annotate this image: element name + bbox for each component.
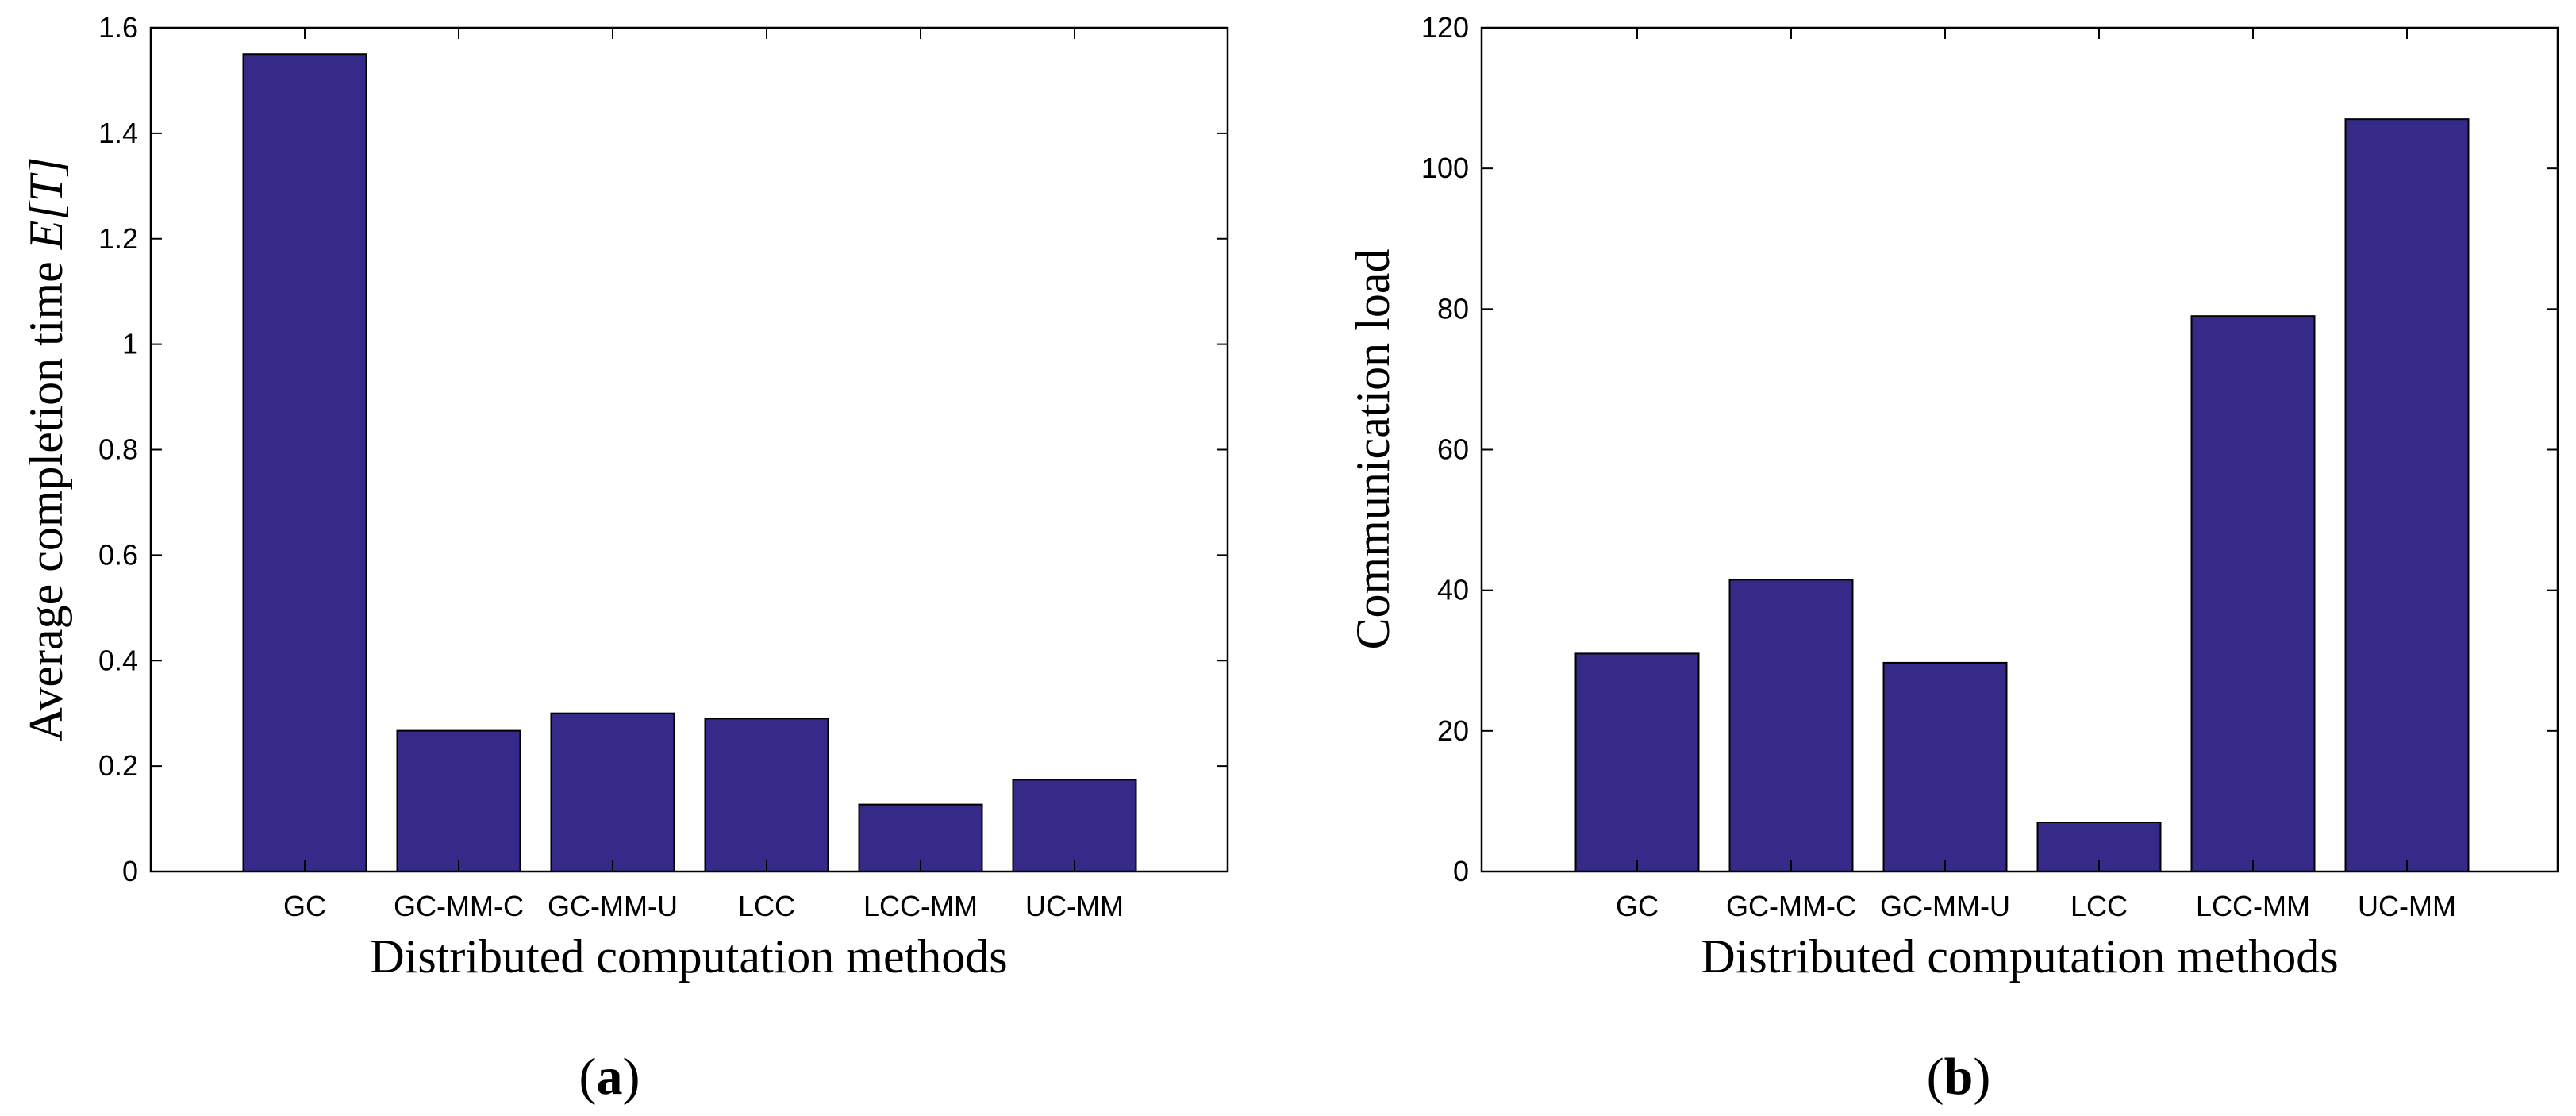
chart-b-x-tick-label: LCC bbox=[2070, 890, 2128, 922]
chart-a-y-axis-title-text: Average completion time bbox=[20, 249, 72, 741]
panel-label-b: (b) bbox=[1927, 1048, 1991, 1106]
chart-b-x-axis-title: Distributed computation methods bbox=[1701, 930, 2338, 983]
chart-a-y-tick-label: 0.2 bbox=[98, 749, 138, 782]
chart-a-y-tick-label: 1.2 bbox=[98, 222, 138, 255]
chart-b-y-axis-title: Communication load bbox=[1347, 249, 1399, 650]
chart-b-y-tick-label: 0 bbox=[1453, 855, 1469, 887]
chart-a-y-tick-label: 0.6 bbox=[98, 538, 138, 571]
chart-b-plot-frame bbox=[1480, 26, 2559, 873]
panel-label-a-letter: a bbox=[597, 1048, 623, 1106]
chart-b-x-tick-label: GC-MM-C bbox=[1726, 890, 1856, 922]
chart-b-x-tick-label: GC-MM-U bbox=[1880, 890, 2010, 922]
chart-b-y-tick-label: 80 bbox=[1437, 292, 1469, 325]
chart-b-y-tick-label: 20 bbox=[1437, 714, 1469, 747]
chart-b: GC GC-MM-C GC-MM-U LCC LCC-MM UC-MM 0 20 40 60 80 1… bbox=[1347, 11, 2559, 1106]
chart-a-bar-gc-mm-u bbox=[550, 712, 675, 872]
chart-b-y-tick-label: 120 bbox=[1421, 11, 1469, 44]
chart-b-x-tick-label: GC bbox=[1616, 890, 1659, 922]
chart-b-bar-lcc-mm bbox=[2190, 315, 2316, 873]
panel-label-a: (a) bbox=[579, 1048, 640, 1106]
chart-a-x-tick-label: GC-MM-C bbox=[394, 890, 524, 922]
chart-a-y-tick-label: 0 bbox=[122, 855, 138, 887]
chart-a-y-tick-label: 1.4 bbox=[98, 117, 138, 149]
chart-b-y-tick-label: 40 bbox=[1437, 574, 1469, 606]
chart-a-y-tick-label: 0.4 bbox=[98, 644, 138, 676]
chart-b-y-tick-label: 100 bbox=[1421, 152, 1469, 184]
chart-b-x-tick-label: LCC-MM bbox=[2196, 890, 2310, 922]
chart-a-x-tick-label: UC-MM bbox=[1025, 890, 1124, 922]
chart-b-x-tick-label: UC-MM bbox=[2358, 890, 2456, 922]
panel-label-b-letter: b bbox=[1944, 1048, 1974, 1106]
chart-b-bar-gc bbox=[1574, 652, 1700, 872]
chart-a-bar-uc-mm bbox=[1012, 779, 1137, 872]
chart-a-x-axis-title: Distributed computation methods bbox=[370, 930, 1007, 983]
chart-a-plot-frame bbox=[149, 26, 1229, 873]
chart-a-x-tick-label: LCC bbox=[738, 890, 795, 922]
chart-a-x-tick-label: GC bbox=[283, 890, 326, 922]
chart-b-y-tick-label: 60 bbox=[1437, 433, 1469, 466]
chart-a-x-tick-label: GC-MM-U bbox=[548, 890, 678, 922]
chart-a-bar-gc bbox=[242, 53, 367, 872]
chart-a-y-tick-label: 0.8 bbox=[98, 433, 138, 466]
chart-a-y-tick-label: 1 bbox=[122, 328, 138, 360]
chart-b-bar-uc-mm bbox=[2344, 118, 2470, 873]
chart-a-y-tick-label: 1.6 bbox=[98, 11, 138, 44]
chart-b-bar-gc-mm-c bbox=[1728, 579, 1854, 872]
chart-a: GC GC-MM-C GC-MM-U LCC LCC-MM UC-MM 0 0.2 0.4 0.6… bbox=[20, 11, 1229, 1106]
chart-a-y-axis-title-math: E[T] bbox=[20, 156, 72, 250]
chart-a-bar-gc-mm-c bbox=[396, 729, 521, 872]
chart-a-bar-lcc bbox=[704, 718, 829, 872]
chart-b-bar-gc-mm-u bbox=[1882, 661, 2008, 872]
chart-a-x-tick-label: LCC-MM bbox=[863, 890, 978, 922]
chart-a-y-axis-title: Average completion time E[T] bbox=[20, 156, 72, 741]
